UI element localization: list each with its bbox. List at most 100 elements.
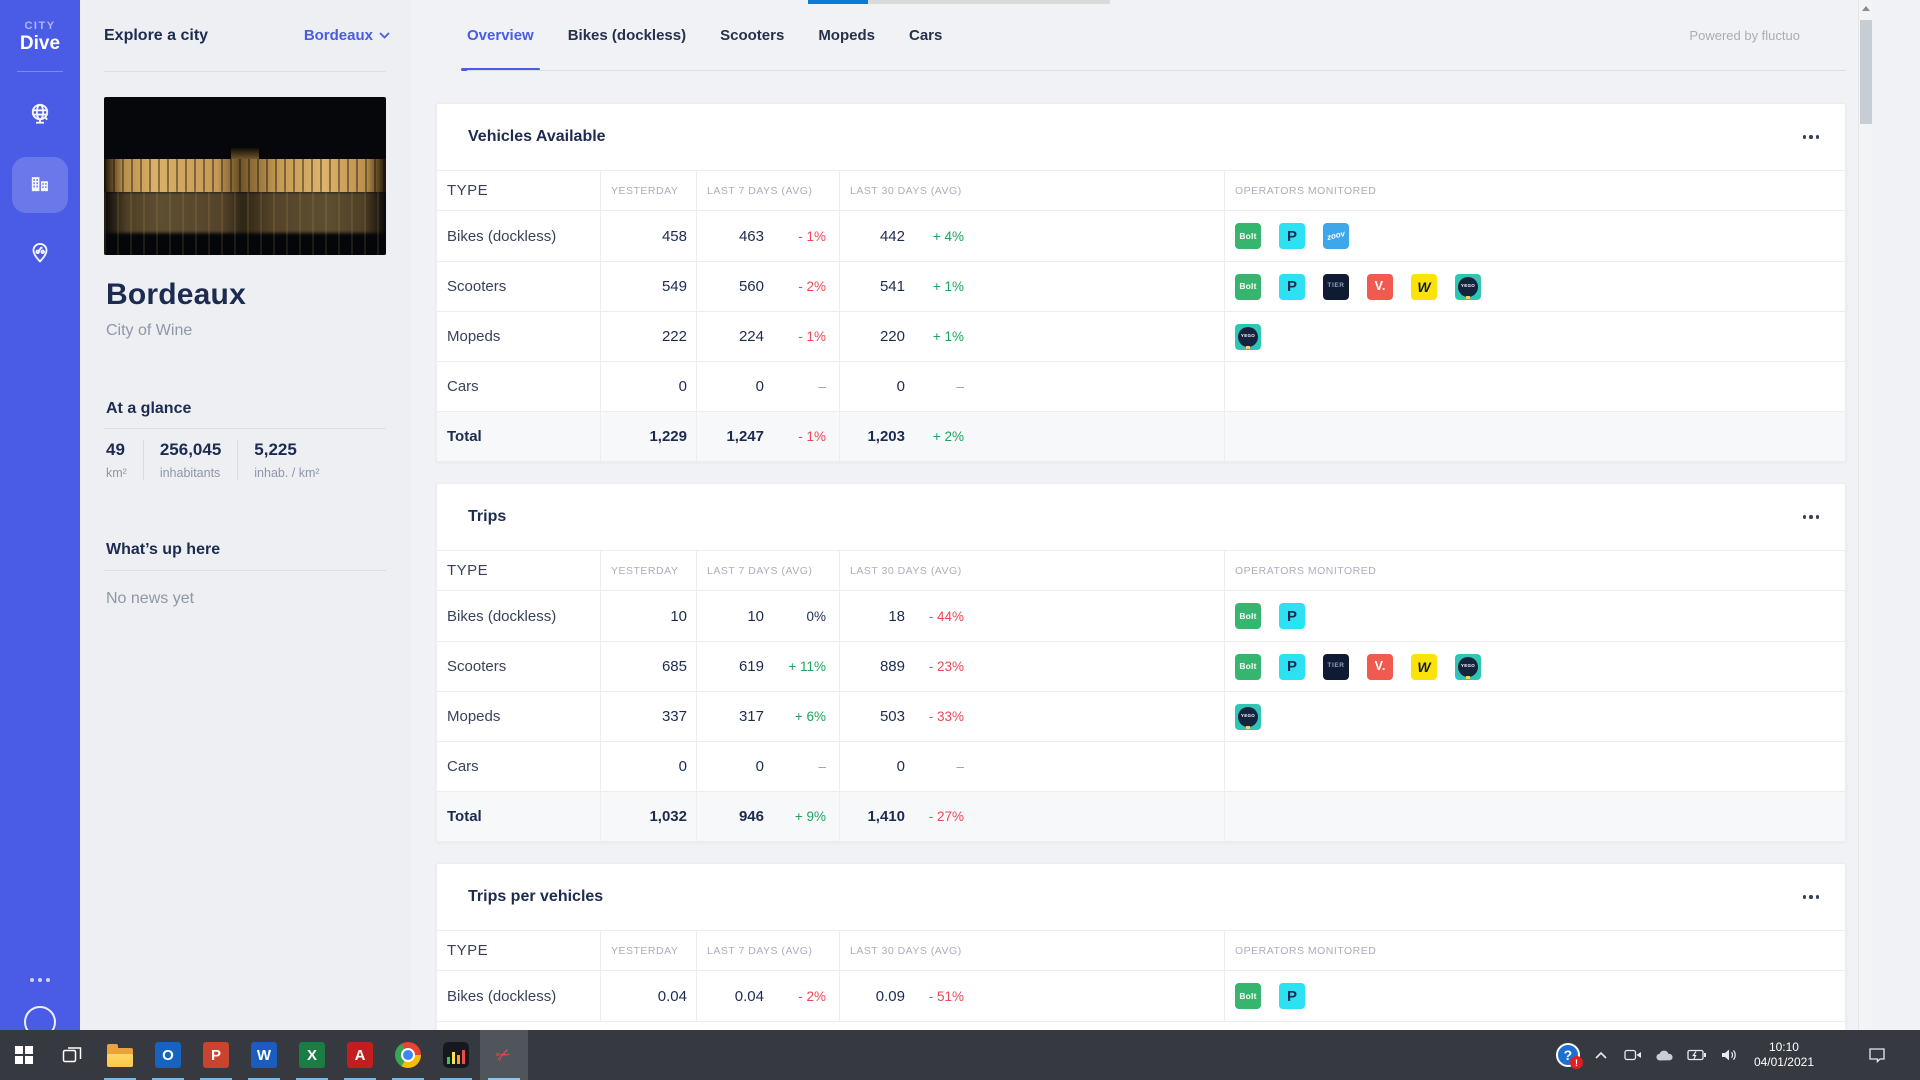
chrome-icon (395, 1042, 421, 1068)
operator-yego-icon: YEGO (1235, 703, 1261, 730)
cell-type: Mopeds (447, 708, 501, 725)
operator-label: V. (1374, 279, 1386, 294)
explore-city-title: Explore a city (104, 26, 209, 44)
sidebar-item-trips[interactable] (12, 227, 68, 283)
volume-icon[interactable] (1718, 1041, 1740, 1069)
action-center-icon[interactable] (1866, 1041, 1888, 1069)
taskbar-button-snipping-tool[interactable]: ✂ (480, 1030, 528, 1080)
operator-wind-icon: W (1411, 273, 1437, 300)
card-title: Trips per vehicles (468, 888, 604, 905)
tray-chevron-up-icon[interactable] (1590, 1041, 1612, 1069)
cell-type: Mopeds (447, 328, 501, 345)
operator-pony-icon: P (1279, 273, 1305, 300)
sidebar-item-world[interactable] (12, 89, 68, 145)
operator-voi-icon: V. (1367, 653, 1393, 680)
cell-type: Total (447, 808, 482, 825)
logo-dive-text: Dive (19, 33, 61, 54)
cell-yesterday: 0.04 (600, 971, 696, 1021)
battery-icon[interactable] (1686, 1041, 1708, 1069)
tab-scooters[interactable]: Scooters (720, 27, 785, 44)
taskbar-button-word[interactable]: W (240, 1030, 288, 1080)
card-trips: Trips TYPE YESTERDAY LAST 7 DAYS (AVG) LAST… (436, 483, 1846, 842)
partial-next-row (437, 1021, 1845, 1041)
help-notification-icon[interactable]: ? ! (1555, 1043, 1583, 1069)
tab-bikes-dockless[interactable]: Bikes (dockless) (567, 27, 687, 44)
cell-yesterday: 1,032 (600, 792, 696, 841)
cell-last7: 1,247- 1% (696, 412, 839, 461)
running-indicator (200, 1078, 232, 1080)
cell-yesterday: 1,229 (600, 412, 696, 461)
glance-stats: 49 km² 256,045 inhabitants 5,225 inhab. / … (106, 440, 386, 480)
operator-wind-icon: W (1411, 653, 1437, 680)
column-header: OPERATORS MONITORED (1224, 171, 1845, 210)
taskbar-button-file-explorer[interactable] (96, 1030, 144, 1080)
table-row: Bikes (dockless) 0.04 0.04- 2% 0.09- 51%… (437, 971, 1845, 1021)
taskbar-button-media-app[interactable] (432, 1030, 480, 1080)
snipping-tool-icon: ✂ (492, 1042, 515, 1067)
scrollbar-up-arrow-icon[interactable] (1862, 6, 1870, 11)
sidebar-more-options-icon[interactable] (0, 978, 80, 982)
column-header: LAST 30 DAYS (AVG) (839, 171, 1224, 210)
cell-operators: Bolt P TIER V. W YEGO (1224, 642, 1845, 691)
column-header: YESTERDAY (600, 931, 696, 970)
word-icon: W (251, 1042, 277, 1068)
operator-voi-icon: V. (1367, 273, 1393, 300)
meet-now-camera-icon[interactable] (1622, 1041, 1644, 1069)
tab-mopeds[interactable]: Mopeds (818, 27, 875, 44)
more-menu-icon[interactable] (1801, 129, 1822, 145)
running-indicator (296, 1078, 328, 1080)
taskbar-button-task-view[interactable] (48, 1030, 96, 1080)
operator-label: Bolt (1239, 281, 1257, 292)
operator-pony-icon: P (1279, 603, 1305, 629)
operator-label: Bolt (1239, 661, 1257, 672)
taskbar-button-outlook[interactable]: O (144, 1030, 192, 1080)
sidebar-item-city[interactable] (12, 157, 68, 213)
total-row: Total 1,229 1,247- 1% 1,203 + 2% (437, 411, 1845, 461)
running-indicator (152, 1078, 184, 1080)
operator-label: P (1286, 987, 1297, 1005)
system-tray: ? ! 10:10 04/01/2021 (1555, 1030, 1888, 1080)
operator-yego-icon: YEGO (1455, 273, 1481, 300)
taskbar-button-acrobat[interactable]: A (336, 1030, 384, 1080)
table-header-row: TYPE YESTERDAY LAST 7 DAYS (AVG) LAST 30 DA… (437, 930, 1845, 971)
cell-yesterday: 549 (600, 262, 696, 311)
cell-operators: Bolt P TIER V. W YEGO (1224, 262, 1845, 311)
cell-operators (1224, 362, 1845, 411)
cell-yesterday: 0 (600, 362, 696, 411)
clock-time: 10:10 (1768, 1040, 1799, 1054)
tab-cars[interactable]: Cars (908, 27, 943, 44)
alert-badge: ! (1569, 1056, 1583, 1069)
operator-label: YEGO (1460, 663, 1476, 669)
scrollbar-thumb[interactable] (1860, 20, 1872, 124)
city-selector[interactable]: Bordeaux (304, 27, 390, 44)
taskbar-clock[interactable]: 10:10 04/01/2021 (1754, 1040, 1814, 1070)
windows-logo-icon (15, 1046, 33, 1064)
operator-label: P (1286, 658, 1297, 675)
running-indicator (104, 1078, 136, 1080)
taskbar-button-chrome[interactable] (384, 1030, 432, 1080)
table-row: Scooters 549 560- 2% 541 + 1% Bolt P TIER V.… (437, 261, 1845, 311)
table-row: Cars 0 0– 0– (437, 361, 1845, 411)
cell-type: Cars (447, 758, 479, 775)
start-button[interactable] (0, 1030, 48, 1080)
tab-overview[interactable]: Overview (461, 0, 540, 71)
cell-operators: Bolt P (1224, 971, 1845, 1021)
file-explorer-icon (107, 1043, 133, 1067)
cell-last30: 442 + 4% (839, 211, 1224, 261)
table-row: Bikes (dockless) 458 463- 1% 442 + 4% Bol… (437, 211, 1845, 261)
city-subtitle: City of Wine (106, 322, 193, 339)
app-logo: CITY Dive (0, 20, 80, 55)
main-content: Overview Bikes (dockless) Scooters Mopeds Ca… (410, 0, 1920, 1080)
operator-label: TIER (1327, 662, 1345, 670)
cell-yesterday: 337 (600, 692, 696, 741)
onedrive-cloud-icon[interactable] (1654, 1041, 1676, 1069)
taskbar-button-excel[interactable]: X (288, 1030, 336, 1080)
more-menu-icon[interactable] (1801, 509, 1822, 525)
cell-yesterday: 0 (600, 742, 696, 791)
operator-bolt-icon: Bolt (1235, 223, 1261, 249)
page-scrollbar[interactable] (1858, 0, 1872, 1030)
more-menu-icon[interactable] (1801, 889, 1822, 905)
taskbar-button-powerpoint[interactable]: P (192, 1030, 240, 1080)
globe-icon (26, 101, 54, 134)
